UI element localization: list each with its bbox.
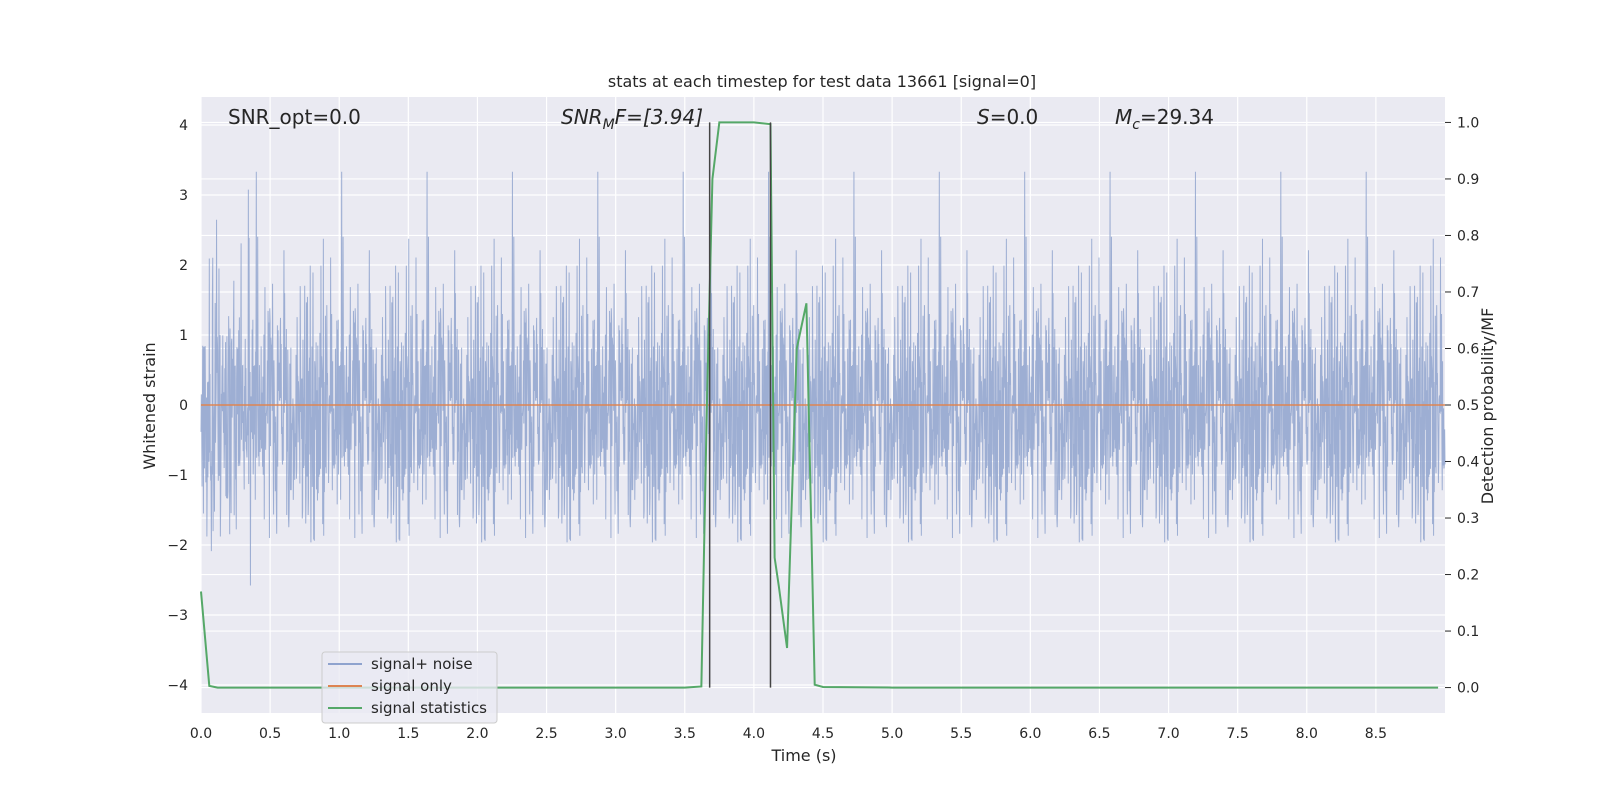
x-tick-label: 0.5 [259,726,281,742]
y-tick-label-right: 0.5 [1457,398,1479,414]
mc-main: M [1115,105,1132,129]
annotation-snr-mf: SNRMF=[3.94] [561,105,703,133]
s-main: S [977,105,990,129]
y-tick-label-left: −1 [167,468,188,484]
y-tick-label-right: 0.4 [1457,455,1479,471]
snr-mf-main: SNR [561,105,603,129]
legend-box [321,651,498,724]
s-rest: =0.0 [990,105,1039,129]
x-tick-label: 4.5 [812,726,834,742]
y-axis-label-left: Whitened strain [140,342,159,469]
y-tick-label-right: 0.0 [1457,681,1479,697]
y-tick-label-left: 2 [179,258,188,274]
y-tick-label-left: −4 [167,678,188,694]
x-tick-label: 7.5 [1227,726,1249,742]
y-tick-label-right: 0.9 [1457,172,1479,188]
x-tick-label: 5.5 [950,726,972,742]
y-tick-label-right: 0.1 [1457,624,1479,640]
y-tick-label-right: 0.6 [1457,341,1479,357]
vertical-markers [708,122,772,688]
y-tick-label-right: 1.0 [1457,115,1479,131]
y-axis-label-right: Detection probability/MF [1478,308,1497,505]
x-tick-label: 0.0 [190,726,212,742]
y-tick-label-right: 0.3 [1457,511,1479,527]
legend-entry-signal-noise: signal+ noise [371,655,473,673]
y-tick-label-left: 1 [179,328,188,344]
x-tick-label: 8.5 [1365,726,1387,742]
x-tick-label: 7.0 [1157,726,1179,742]
x-tick-label: 6.5 [1088,726,1110,742]
x-tick-label: 8.0 [1296,726,1318,742]
x-tick-label: 2.5 [535,726,557,742]
annotation-snr-opt: SNR_opt=0.0 [228,105,361,129]
mc-sub: c [1132,117,1140,133]
y-tick-label-left: 3 [179,188,188,204]
y-tick-label-left: 4 [179,118,188,134]
x-tick-label: 4.0 [743,726,765,742]
y-tick-label-right: 0.2 [1457,568,1479,584]
legend-entry-signal-statistics: signal statistics [371,699,487,717]
x-tick-label: 1.0 [328,726,350,742]
snr-mf-rest: F=[3.94] [615,105,703,129]
y-tick-label-left: −2 [167,538,188,554]
axis-ticks: 0.0 0.5 1.0 1.5 2.0 2.5 3.0 3.5 4.0 4.5 5.0 5.5 6.0 6… [167,115,1479,742]
series-signal-noise [200,171,1446,586]
x-tick-label: 1.5 [397,726,419,742]
annotation-mc: Mc=29.34 [1115,105,1214,133]
y-tick-label-left: −3 [167,608,188,624]
x-tick-label: 3.0 [605,726,627,742]
mc-rest: =29.34 [1140,105,1214,129]
line-signal-noise [200,171,1446,586]
x-tick-label: 5.0 [881,726,903,742]
legend: signal+ noise signal only signal statist… [321,651,498,724]
x-tick-label: 3.5 [674,726,696,742]
x-tick-label: 2.0 [466,726,488,742]
legend-entry-signal-only: signal only [371,677,452,695]
y-tick-label-right: 0.8 [1457,228,1479,244]
snr-mf-sub: M [603,117,615,133]
x-tick-label: 6.0 [1019,726,1041,742]
y-tick-label-right: 0.7 [1457,285,1479,301]
annotation-s: S=0.0 [977,105,1038,129]
chart-title: stats at each timestep for test data 136… [608,72,1036,91]
x-axis-label: Time (s) [770,746,836,765]
y-tick-label-left: 0 [179,398,188,414]
